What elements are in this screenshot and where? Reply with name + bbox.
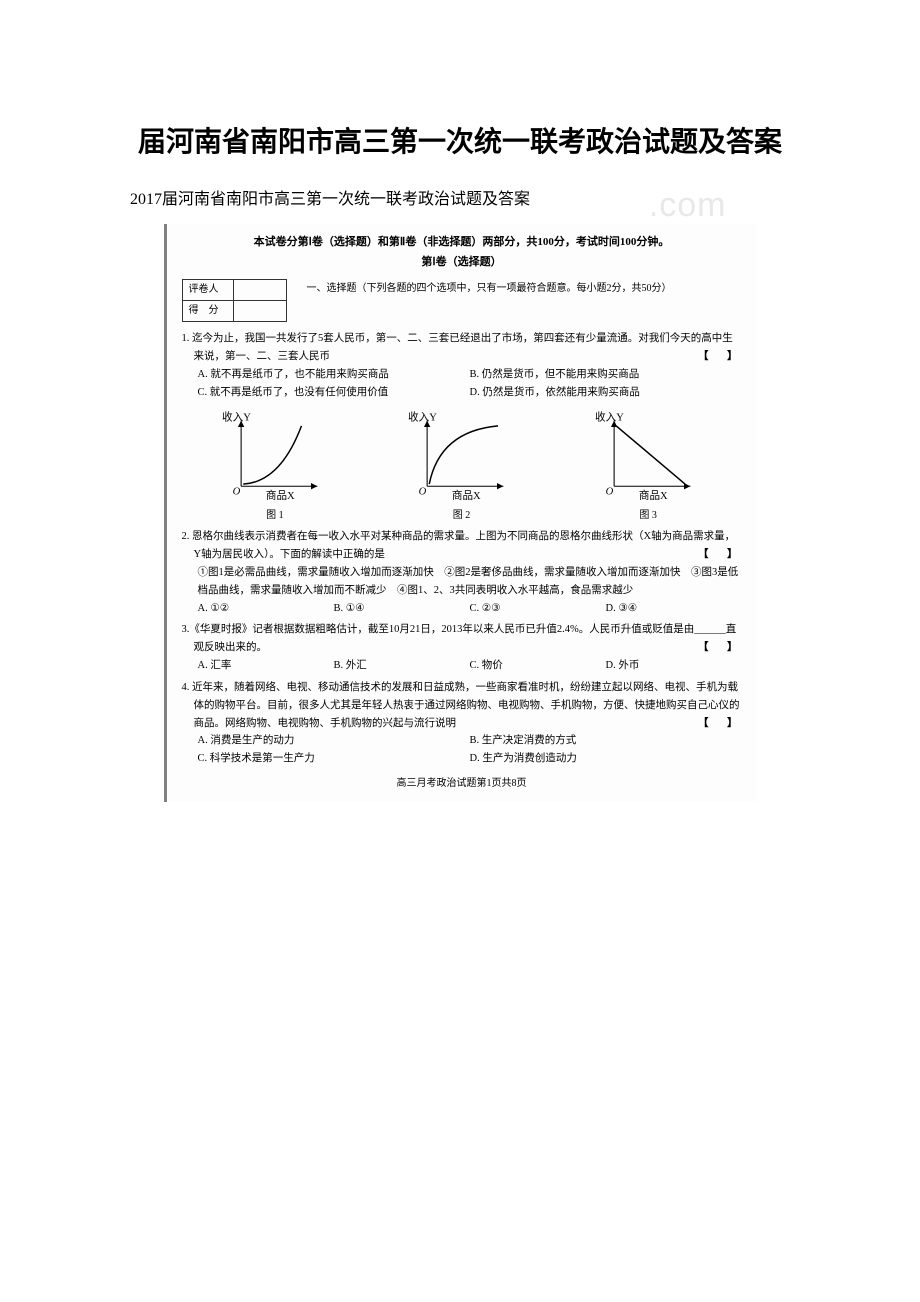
x-arrow bbox=[497, 483, 503, 489]
question-1: 1. 迄今为止，我国一共发行了5套人民币，第一、二、三套已经退出了市场，第四套还… bbox=[182, 330, 742, 401]
score-blank-1 bbox=[233, 280, 286, 301]
origin-label: O bbox=[606, 486, 614, 497]
origin-label: O bbox=[232, 486, 240, 497]
q2-text: 2. 恩格尔曲线表示消费者在每一收入水平对某种商品的需求量。上图为不同商品的恩格… bbox=[194, 528, 742, 564]
y-axis-label: 收入Y bbox=[595, 410, 624, 423]
q4-options: A. 消费是生产的动力 B. 生产决定消费的方式 C. 科学技术是第一生产力 D… bbox=[198, 732, 742, 768]
x-axis-label: 商品X bbox=[266, 489, 295, 500]
answer-bracket: 【 】 bbox=[710, 715, 742, 733]
score-label-2: 得 分 bbox=[182, 301, 233, 322]
q2-opt-a: A. ①② bbox=[198, 600, 334, 618]
q3-options: A. 汇率 B. 外汇 C. 物价 D. 外币 bbox=[198, 657, 742, 675]
question-2: 2. 恩格尔曲线表示消费者在每一收入水平对某种商品的需求量。上图为不同商品的恩格… bbox=[182, 528, 742, 617]
q2-opt-c: C. ②③ bbox=[470, 600, 606, 618]
table-row: 得 分 bbox=[182, 301, 286, 322]
x-arrow bbox=[311, 483, 317, 489]
q4-opt-d: D. 生产为消费创造动力 bbox=[470, 750, 742, 768]
answer-bracket: 【 】 bbox=[710, 546, 742, 564]
q2-subtext: ①图1是必需品曲线，需求量随收入增加而逐渐加快 ②图2是奢侈品曲线，需求量随收入… bbox=[198, 564, 742, 600]
chart-3: 收入Y O 商品X 图 3 bbox=[583, 410, 713, 525]
y-axis-label: 收入Y bbox=[222, 410, 251, 423]
curve-2 bbox=[430, 425, 499, 483]
q1-text: 1. 迄今为止，我国一共发行了5套人民币，第一、二、三套已经退出了市场，第四套还… bbox=[194, 330, 742, 366]
instructions: 一、选择题（下列各题的四个选项中，只有一项最符合题意。每小题2分，共50分） bbox=[307, 279, 742, 297]
score-label-1: 评卷人 bbox=[182, 280, 233, 301]
score-table: 评卷人 得 分 bbox=[182, 279, 287, 322]
q1-opt-c: C. 就不再是纸币了，也没有任何使用价值 bbox=[198, 384, 470, 402]
q1-stem: 1. 迄今为止，我国一共发行了5套人民币，第一、二、三套已经退出了市场，第四套还… bbox=[182, 333, 733, 362]
table-row: 评卷人 bbox=[182, 280, 286, 301]
chart-2-svg: 收入Y O 商品X bbox=[401, 410, 521, 500]
q2-stem: 2. 恩格尔曲线表示消费者在每一收入水平对某种商品的需求量。上图为不同商品的恩格… bbox=[182, 531, 736, 560]
subtitle: 2017届河南省南阳市高三第一次统一联考政治试题及答案 bbox=[130, 185, 830, 209]
q3-opt-d: D. 外币 bbox=[606, 657, 742, 675]
q1-opt-b: B. 仍然是货币，但不能用来购买商品 bbox=[470, 366, 742, 384]
q1-opt-d: D. 仍然是货币，依然能用来购买商品 bbox=[470, 384, 742, 402]
chart-1: 收入Y O 商品X 图 1 bbox=[210, 410, 340, 525]
q4-stem: 4. 近年来，随着网络、电视、移动通信技术的发展和日益成熟，一些商家看准时机，纷… bbox=[182, 682, 740, 729]
document-page: 届河南省南阳市高三第一次统一联考政治试题及答案 2017届河南省南阳市高三第一次… bbox=[0, 0, 920, 1302]
chart-1-svg: 收入Y O 商品X bbox=[215, 410, 335, 500]
q2-opt-d: D. ③④ bbox=[606, 600, 742, 618]
x-axis-label: 商品X bbox=[639, 489, 668, 500]
answer-bracket: 【 】 bbox=[710, 639, 742, 657]
charts-row: 收入Y O 商品X 图 1 收入Y bbox=[182, 410, 742, 525]
q3-text: 3.《华夏时报》记者根据数据粗略估计，截至10月21日，2013年以来人民币已升… bbox=[194, 621, 742, 657]
question-3: 3.《华夏时报》记者根据数据粗略估计，截至10月21日，2013年以来人民币已升… bbox=[182, 621, 742, 675]
q3-opt-a: A. 汇率 bbox=[198, 657, 334, 675]
curve-1 bbox=[243, 425, 301, 483]
q2-options: A. ①② B. ①④ C. ②③ D. ③④ bbox=[198, 600, 742, 618]
q3-stem: 3.《华夏时报》记者根据数据粗略估计，截至10月21日，2013年以来人民币已升… bbox=[182, 624, 737, 653]
score-row: 评卷人 得 分 一、选择题（下列各题的四个选项中，只有一项最符合题意。每小题2分… bbox=[182, 279, 742, 322]
exam-body: .com 本试卷分第Ⅰ卷（选择题）和第Ⅱ卷（非选择题）两部分，共100分，考试时… bbox=[164, 224, 757, 802]
curve-3 bbox=[616, 425, 685, 483]
q4-opt-c: C. 科学技术是第一生产力 bbox=[198, 750, 470, 768]
origin-label: O bbox=[419, 486, 427, 497]
page-footer: 高三月考政治试题第1页共8页 bbox=[182, 776, 742, 792]
q4-text: 4. 近年来，随着网络、电视、移动通信技术的发展和日益成熟，一些商家看准时机，纷… bbox=[194, 679, 742, 733]
q2-opt-b: B. ①④ bbox=[334, 600, 470, 618]
chart-2-caption: 图 2 bbox=[396, 508, 526, 524]
chart-2: 收入Y O 商品X 图 2 bbox=[396, 410, 526, 525]
q3-opt-c: C. 物价 bbox=[470, 657, 606, 675]
q4-opt-b: B. 生产决定消费的方式 bbox=[470, 732, 742, 750]
chart-1-caption: 图 1 bbox=[210, 508, 340, 524]
q1-options: A. 就不再是纸币了，也不能用来购买商品 B. 仍然是货币，但不能用来购买商品 … bbox=[198, 366, 742, 402]
y-axis-label: 收入Y bbox=[409, 410, 438, 423]
score-blank-2 bbox=[233, 301, 286, 322]
q1-opt-a: A. 就不再是纸币了，也不能用来购买商品 bbox=[198, 366, 470, 384]
chart-3-caption: 图 3 bbox=[583, 508, 713, 524]
section-title: 第Ⅰ卷（选择题） bbox=[182, 254, 742, 272]
exam-header: 本试卷分第Ⅰ卷（选择题）和第Ⅱ卷（非选择题）两部分，共100分，考试时间100分… bbox=[182, 234, 742, 252]
x-axis-label: 商品X bbox=[452, 489, 481, 500]
answer-bracket: 【 】 bbox=[710, 348, 742, 366]
question-4: 4. 近年来，随着网络、电视、移动通信技术的发展和日益成熟，一些商家看准时机，纷… bbox=[182, 679, 742, 768]
main-title: 届河南省南阳市高三第一次统一联考政治试题及答案 bbox=[90, 120, 830, 160]
chart-3-svg: 收入Y O 商品X bbox=[588, 410, 708, 500]
q4-opt-a: A. 消费是生产的动力 bbox=[198, 732, 470, 750]
q3-opt-b: B. 外汇 bbox=[334, 657, 470, 675]
